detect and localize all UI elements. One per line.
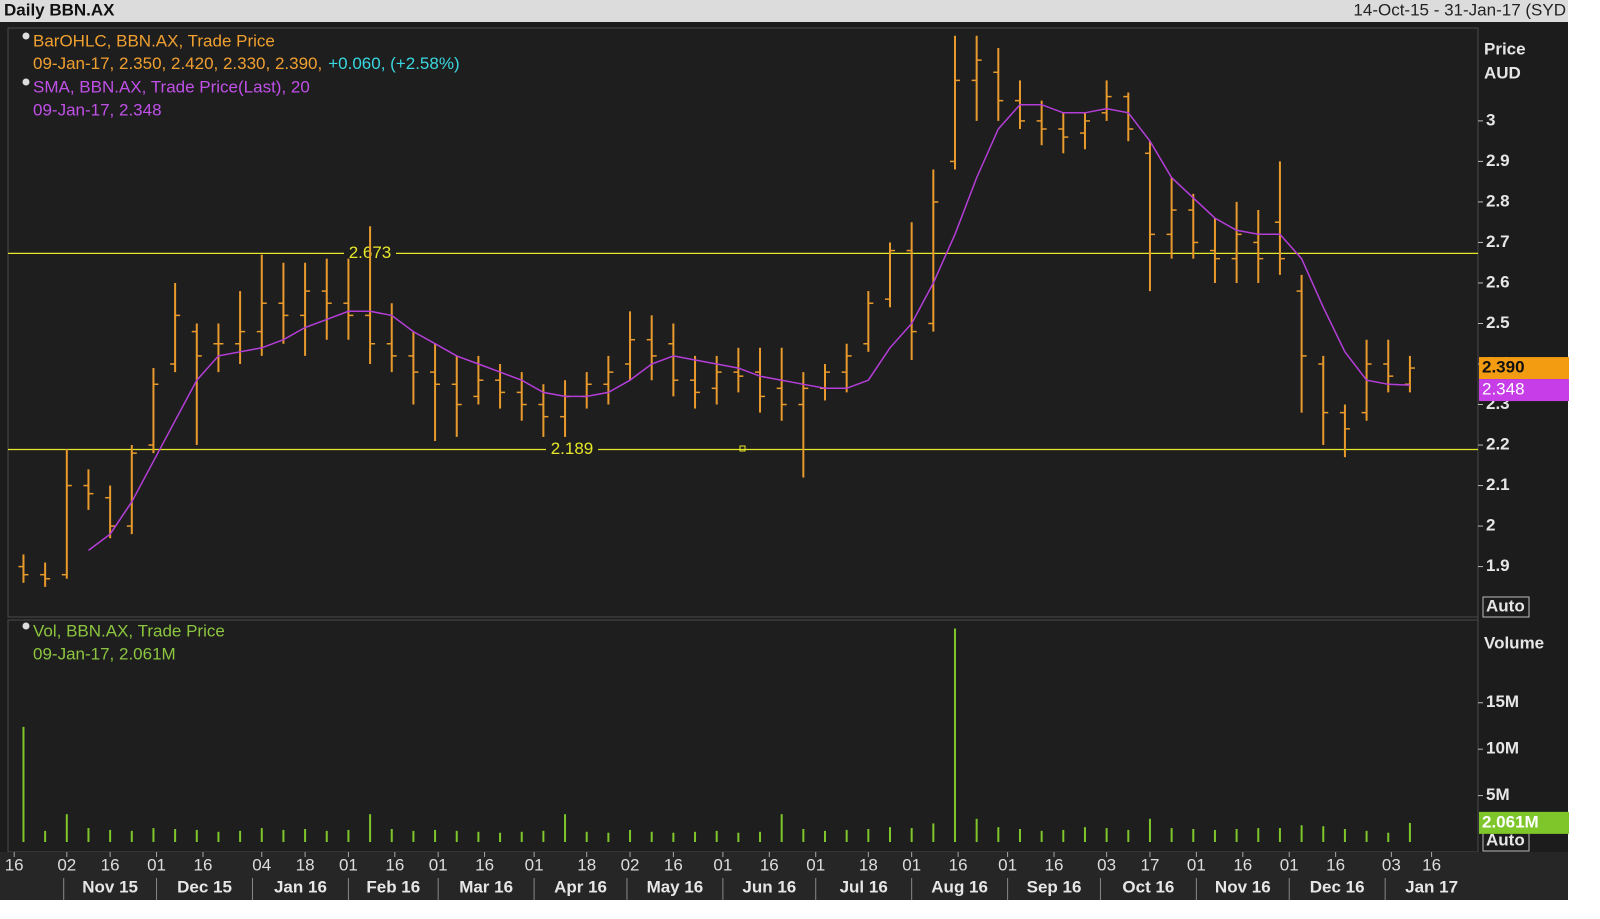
legend-icon	[22, 78, 30, 86]
x-tick-label: 16	[101, 855, 120, 874]
scale-mode[interactable]: Auto	[1486, 596, 1525, 615]
month-label: Mar 16	[459, 877, 513, 896]
y-tick-label: 2.9	[1486, 151, 1510, 170]
y-tick-label: 5M	[1486, 785, 1510, 804]
last-value-box	[1479, 379, 1569, 402]
legend-values: 09-Jan-17, 2.350, 2.420, 2.330, 2.390, +0…	[33, 54, 460, 73]
month-label: Dec 15	[177, 877, 232, 896]
y-tick-label: 2.2	[1486, 435, 1510, 454]
legend-values: 09-Jan-17, 2.348	[33, 100, 162, 119]
x-tick-label: 16	[1233, 855, 1252, 874]
price-panel	[7, 27, 1479, 618]
header	[0, 0, 1568, 22]
x-tick-label: 03	[1382, 855, 1401, 874]
x-tick-label: 01	[806, 855, 825, 874]
x-tick-label: 16	[949, 855, 968, 874]
x-tick-label: 16	[5, 855, 24, 874]
y-axis-title: AUD	[1484, 63, 1521, 82]
x-tick-label: 04	[252, 855, 271, 874]
month-label: Jan 17	[1405, 877, 1458, 896]
x-tick-label: 16	[475, 855, 494, 874]
y-axis-title: Price	[1484, 39, 1526, 58]
x-tick-label: 03	[1097, 855, 1116, 874]
y-tick-label: 2.7	[1486, 232, 1510, 251]
y-tick-label: 1.9	[1486, 556, 1510, 575]
x-axis-band	[0, 852, 1568, 900]
last-value-label: 2.061M	[1482, 812, 1539, 831]
legend-ohlc-values: 09-Jan-17, 2.350, 2.420, 2.330, 2.390,	[33, 54, 322, 73]
y-tick-label: 3	[1486, 110, 1495, 129]
x-tick-label: 02	[621, 855, 640, 874]
x-tick-label: 01	[1280, 855, 1299, 874]
month-label: Jul 16	[840, 877, 888, 896]
level-label: 2.189	[551, 439, 594, 458]
month-label: Nov 15	[82, 877, 138, 896]
last-value-box	[1479, 811, 1569, 834]
month-label: Jan 16	[274, 877, 327, 896]
x-tick-label: 18	[296, 855, 315, 874]
legend-icon	[22, 622, 30, 630]
level-label-bg	[546, 439, 598, 460]
x-tick-label: 01	[998, 855, 1017, 874]
x-tick-label: 16	[1422, 855, 1441, 874]
x-tick-label: 18	[577, 855, 596, 874]
y-tick-label: 2.6	[1486, 272, 1510, 291]
month-label: Nov 16	[1215, 877, 1271, 896]
last-value-label: 2.348	[1482, 380, 1525, 399]
x-tick-label: 01	[902, 855, 921, 874]
legend-title: Vol, BBN.AX, Trade Price	[33, 621, 225, 640]
x-tick-label: 16	[1326, 855, 1345, 874]
month-label: Dec 16	[1310, 877, 1365, 896]
legend-change: +0.060, (+2.58%)	[328, 54, 459, 73]
scale-mode[interactable]: Auto	[1486, 830, 1525, 849]
x-tick-label: 02	[57, 855, 76, 874]
x-tick-label: 16	[664, 855, 683, 874]
x-tick-label: 01	[525, 855, 544, 874]
y-tick-label: 10M	[1486, 739, 1519, 758]
chart-title: Daily BBN.AX	[4, 0, 115, 19]
last-value-label: 2.390	[1482, 358, 1525, 377]
x-tick-label: 18	[859, 855, 878, 874]
scale-mode-box[interactable]	[1482, 596, 1530, 618]
x-tick-label: 01	[1187, 855, 1206, 874]
y-tick-label: 2	[1486, 516, 1495, 535]
last-value-box	[1479, 357, 1569, 380]
month-label: Feb 16	[366, 877, 420, 896]
x-tick-label: 16	[194, 855, 213, 874]
legend-icon	[22, 32, 30, 40]
y-tick-label: 2.1	[1486, 475, 1510, 494]
legend-values: 09-Jan-17, 2.061M	[33, 644, 176, 663]
y-tick-label: 2.5	[1486, 313, 1510, 332]
x-tick-label: 01	[429, 855, 448, 874]
y-tick-label: 15M	[1486, 692, 1519, 711]
x-tick-label: 01	[147, 855, 166, 874]
month-label: Aug 16	[931, 877, 988, 896]
y-axis-title: Volume	[1484, 633, 1544, 652]
legend-title: BarOHLC, BBN.AX, Trade Price	[33, 31, 275, 50]
x-tick-label: 17	[1140, 855, 1159, 874]
sma-line	[88, 103, 1410, 551]
month-label: Jun 16	[742, 877, 796, 896]
line-handle[interactable]	[739, 445, 746, 452]
month-label: May 16	[647, 877, 704, 896]
y-tick-label: 2.8	[1486, 191, 1510, 210]
month-label: Oct 16	[1122, 877, 1174, 896]
date-range: 14-Oct-15 - 31-Jan-17 (SYD	[1353, 0, 1566, 19]
x-tick-label: 16	[385, 855, 404, 874]
month-label: Sep 16	[1027, 877, 1082, 896]
legend-title: SMA, BBN.AX, Trade Price(Last), 20	[33, 77, 310, 96]
month-label: Apr 16	[554, 877, 607, 896]
x-tick-label: 01	[713, 855, 732, 874]
volume-panel	[7, 619, 1479, 853]
x-tick-label: 01	[339, 855, 358, 874]
x-tick-label: 16	[760, 855, 779, 874]
x-tick-label: 16	[1045, 855, 1064, 874]
